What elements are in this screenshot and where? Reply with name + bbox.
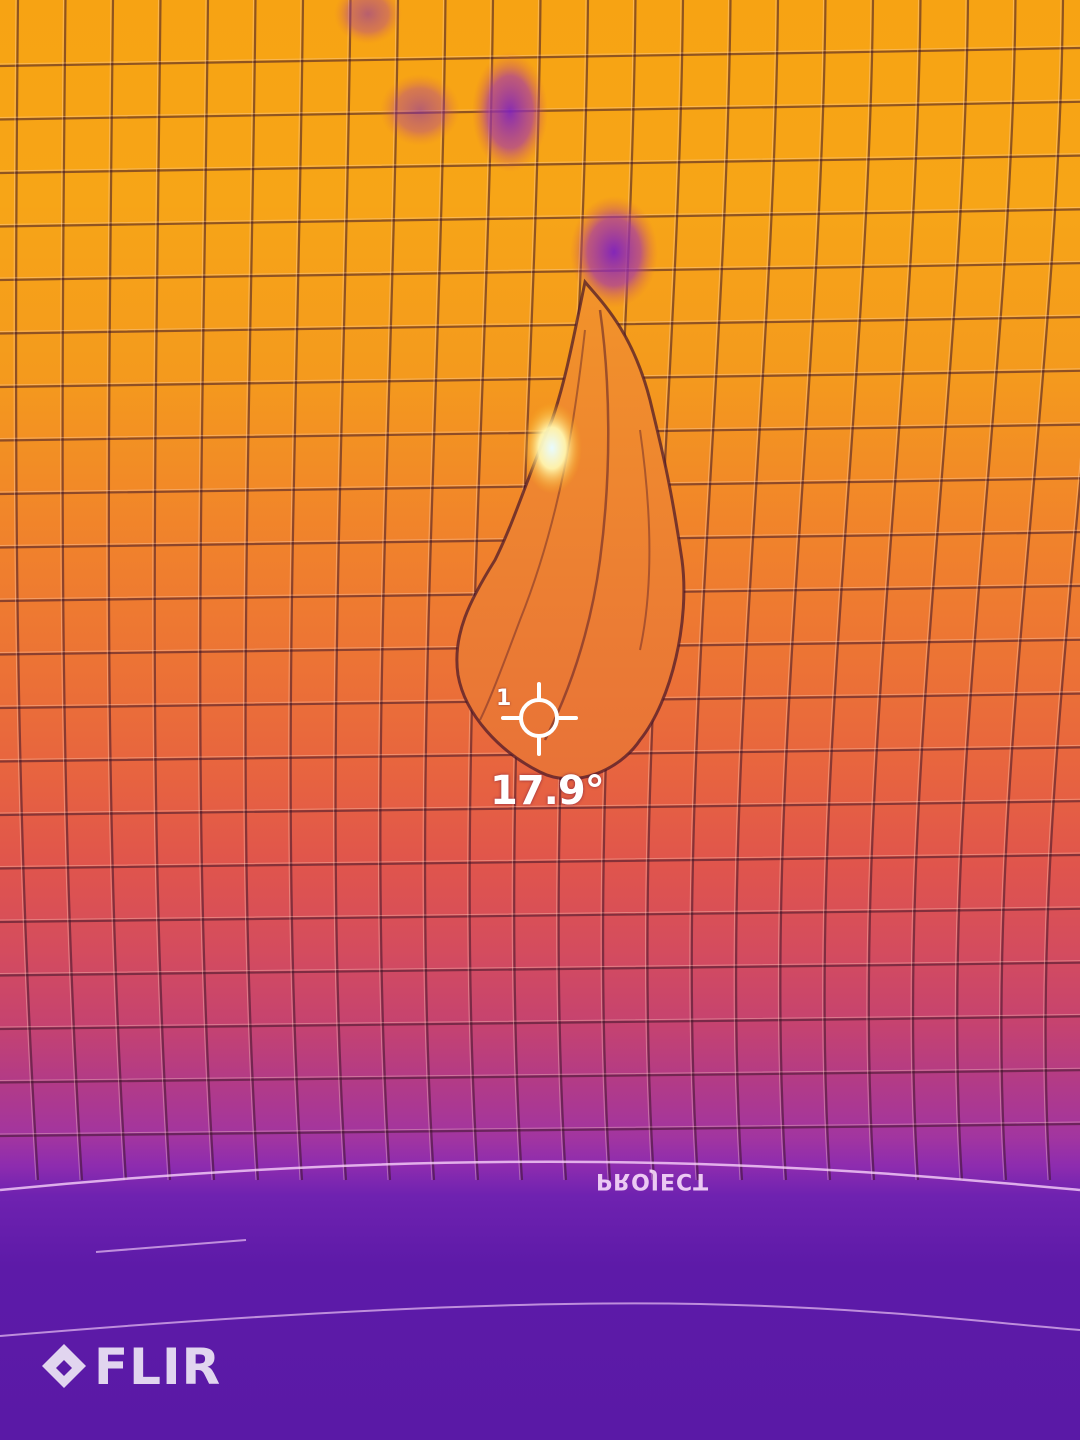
mesh-wire bbox=[334, 0, 352, 1181]
mesh-wire bbox=[1000, 0, 1065, 1181]
mesh-wire bbox=[379, 0, 400, 1181]
mesh-wire bbox=[690, 0, 732, 1181]
mesh-wire bbox=[61, 0, 84, 1181]
box-imprint-text: PROJECT bbox=[596, 1168, 710, 1193]
mesh-wire bbox=[823, 0, 875, 1181]
mesh-wire bbox=[0, 798, 1080, 814]
mesh-wire bbox=[0, 423, 1080, 442]
cold-spot bbox=[380, 74, 460, 146]
mesh-wire bbox=[867, 0, 922, 1181]
mesh-wire bbox=[0, 852, 1080, 867]
mesh-wire bbox=[333, 0, 349, 1181]
mesh-wire bbox=[107, 0, 128, 1181]
mesh-wire bbox=[733, 0, 777, 1181]
mesh-wire bbox=[0, 1013, 1080, 1028]
flir-logo-text: FLIR bbox=[94, 1338, 222, 1396]
mesh-wire bbox=[1044, 472, 1080, 1181]
mesh-wire bbox=[0, 1121, 1080, 1135]
mesh-wire bbox=[0, 800, 1080, 817]
mesh-wire bbox=[0, 960, 1080, 974]
mesh-wire bbox=[197, 0, 213, 1181]
mesh-wire bbox=[288, 0, 302, 1181]
mesh-wire bbox=[289, 0, 305, 1181]
mesh-wire bbox=[954, 0, 1014, 1181]
mesh-wire bbox=[60, 0, 81, 1181]
cold-spot bbox=[334, 0, 402, 44]
box-rim bbox=[0, 1160, 1080, 1192]
box-rim bbox=[0, 1302, 1080, 1337]
mesh-wire bbox=[199, 0, 216, 1181]
cold-spot bbox=[570, 196, 658, 308]
mesh-wire bbox=[956, 0, 1017, 1181]
mesh-wire bbox=[0, 262, 1080, 282]
mesh-wire bbox=[0, 369, 1080, 389]
mesh-wire bbox=[423, 0, 447, 1181]
mesh-wire bbox=[822, 0, 872, 1181]
mesh-wire bbox=[377, 0, 397, 1181]
hot-spot bbox=[522, 402, 582, 494]
mesh-wire bbox=[14, 0, 40, 1181]
mesh-wire bbox=[152, 0, 169, 1181]
mesh-wire bbox=[0, 853, 1080, 870]
mesh-wire bbox=[243, 0, 257, 1181]
mesh-wire bbox=[106, 0, 125, 1181]
mesh-wire bbox=[0, 906, 1080, 921]
mesh-wire bbox=[734, 0, 780, 1181]
mesh-wire bbox=[689, 0, 729, 1181]
flir-diamond-icon bbox=[42, 1344, 86, 1388]
mesh-wire bbox=[422, 0, 444, 1181]
mesh-wire bbox=[0, 1067, 1080, 1081]
box-label-line bbox=[95, 1239, 247, 1253]
mesh-wire bbox=[0, 907, 1080, 924]
mesh-wire bbox=[0, 477, 1080, 496]
cocoon-fold bbox=[543, 309, 610, 741]
mesh-wire bbox=[244, 0, 260, 1181]
spot-index-label: 1 bbox=[496, 686, 512, 711]
cold-spot bbox=[472, 52, 548, 172]
mesh-wire bbox=[0, 208, 1080, 228]
mesh-wire bbox=[911, 0, 970, 1181]
mesh-wire bbox=[910, 0, 967, 1181]
flir-logo: FLIR bbox=[42, 1336, 221, 1398]
mesh-wire bbox=[0, 746, 1080, 763]
mesh-wire bbox=[0, 1122, 1080, 1138]
mesh-wire bbox=[0, 961, 1080, 977]
mesh-wire bbox=[0, 315, 1080, 335]
mesh-wire bbox=[866, 0, 919, 1181]
mesh-wire bbox=[153, 0, 172, 1181]
mesh-wire bbox=[779, 0, 827, 1181]
mesh-wire bbox=[777, 0, 824, 1181]
crosshair-spot-icon bbox=[501, 682, 578, 756]
spot-temperature-readout: 17.9° bbox=[490, 768, 605, 814]
mesh-wire bbox=[0, 1069, 1080, 1084]
cocoon-fold bbox=[479, 329, 586, 721]
mesh-wire bbox=[998, 0, 1062, 1181]
cocoon-fold bbox=[639, 429, 651, 651]
mesh-wire bbox=[13, 0, 37, 1181]
mesh-wire bbox=[1043, 457, 1080, 1181]
